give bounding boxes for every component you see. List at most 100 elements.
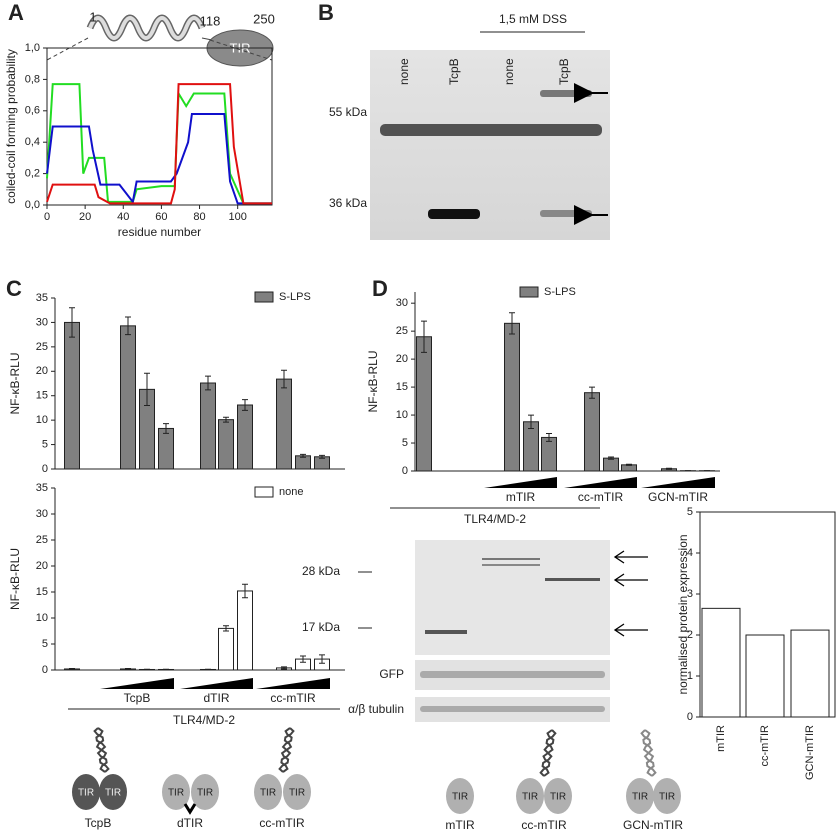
x-tick-label: GCN-mTIR bbox=[804, 725, 816, 780]
band bbox=[420, 706, 605, 712]
error-bar bbox=[300, 453, 306, 458]
marker-label: 55 kDa bbox=[329, 105, 367, 119]
bar bbox=[237, 590, 253, 671]
arrow bbox=[613, 623, 625, 637]
error-bar bbox=[300, 655, 306, 663]
tir-circle bbox=[516, 778, 544, 814]
x-tick-label: 40 bbox=[117, 211, 129, 223]
error-bar bbox=[281, 369, 287, 389]
y-tick-label: 25 bbox=[396, 325, 408, 337]
y-tick-label: 35 bbox=[36, 482, 48, 494]
y-tick-label: 0,2 bbox=[25, 168, 40, 180]
error-bar bbox=[319, 654, 325, 664]
bar bbox=[218, 419, 234, 470]
band bbox=[545, 578, 600, 581]
baseline-label: TLR4/MD-2 bbox=[464, 512, 526, 526]
y-tick-label: 10 bbox=[36, 414, 48, 426]
helix bbox=[88, 16, 204, 40]
x-tick-label: cc-mTIR bbox=[759, 725, 771, 767]
line-series bbox=[46, 83, 272, 205]
band bbox=[428, 209, 480, 219]
error-bar bbox=[144, 668, 150, 671]
residue-label: 1 bbox=[89, 9, 96, 24]
panel-label: A bbox=[8, 0, 24, 25]
error-bar bbox=[608, 456, 614, 460]
y-axis-label: normalised protein expression bbox=[676, 534, 690, 694]
zoom-line bbox=[209, 39, 273, 61]
zoom-line bbox=[46, 37, 89, 61]
y-tick-label: 0 bbox=[42, 664, 48, 676]
y-tick-label: 1 bbox=[687, 670, 693, 682]
residue-label: 118 bbox=[200, 13, 221, 28]
domain-label: TIR bbox=[197, 788, 213, 799]
tir-circle bbox=[544, 778, 572, 814]
y-tick-label: 20 bbox=[36, 365, 48, 377]
x-tick-label: mTIR bbox=[715, 725, 727, 752]
dose-triangle bbox=[564, 477, 637, 488]
bar bbox=[504, 322, 520, 472]
y-tick-label: 0,6 bbox=[25, 105, 40, 117]
coil bbox=[278, 727, 295, 773]
strip-label: GFP bbox=[379, 667, 404, 681]
error-bar bbox=[546, 433, 552, 442]
diagram-label: cc-mTIR bbox=[521, 818, 567, 832]
error-bar bbox=[125, 667, 131, 670]
y-tick-label: 0 bbox=[687, 711, 693, 723]
x-tick-label: 20 bbox=[79, 211, 91, 223]
diagram-label: GCN-mTIR bbox=[623, 818, 683, 832]
bar bbox=[200, 382, 216, 470]
tir-circle bbox=[99, 774, 127, 810]
coil bbox=[642, 729, 655, 777]
domain-label: TIR bbox=[550, 792, 566, 803]
y-tick-label: 5 bbox=[402, 437, 408, 449]
error-bar bbox=[242, 399, 248, 411]
tir-circle bbox=[191, 774, 219, 810]
band bbox=[482, 564, 540, 566]
dose-triangle bbox=[180, 678, 253, 689]
y-tick-label: 10 bbox=[36, 612, 48, 624]
error-bar bbox=[144, 372, 150, 406]
error-bar bbox=[666, 467, 672, 470]
tir-circle bbox=[283, 774, 311, 810]
y-axis-label: coiled-coil forming probability bbox=[4, 49, 18, 204]
arrow bbox=[613, 550, 625, 564]
error-bar bbox=[421, 320, 427, 353]
error-bar bbox=[509, 312, 515, 335]
bar bbox=[295, 455, 311, 470]
legend-swatch bbox=[254, 486, 274, 498]
error-bar bbox=[528, 414, 534, 429]
domain-label: TIR bbox=[659, 792, 675, 803]
x-tick-label: 80 bbox=[193, 211, 205, 223]
y-tick-label: 10 bbox=[396, 409, 408, 421]
y-tick-label: 2 bbox=[687, 629, 693, 641]
tir-circle bbox=[162, 774, 190, 810]
linker bbox=[183, 803, 197, 815]
y-tick-label: 30 bbox=[36, 316, 48, 328]
x-tick-label: 60 bbox=[155, 211, 167, 223]
marker-label: 36 kDa bbox=[329, 196, 367, 210]
legend-label: S-LPS bbox=[544, 286, 576, 298]
y-tick-label: 0 bbox=[42, 463, 48, 475]
band bbox=[380, 124, 602, 136]
band bbox=[540, 90, 592, 97]
legend-swatch bbox=[519, 286, 539, 298]
tir-circle bbox=[653, 778, 681, 814]
group-label: cc-mTIR bbox=[578, 490, 624, 504]
error-bar bbox=[205, 668, 211, 671]
y-tick-label: 0,8 bbox=[25, 73, 40, 85]
y-tick-label: 15 bbox=[396, 381, 408, 393]
diagram-label: dTIR bbox=[177, 816, 203, 830]
lane-label: none bbox=[397, 58, 411, 85]
y-tick-label: 4 bbox=[687, 547, 693, 559]
x-axis-label: residue number bbox=[118, 225, 201, 239]
y-tick-label: 5 bbox=[42, 438, 48, 450]
error-bar bbox=[626, 463, 632, 466]
arrow bbox=[613, 573, 625, 587]
residue-label: 250 bbox=[253, 11, 275, 26]
x-tick-label: 0 bbox=[44, 211, 50, 223]
diagram-label: mTIR bbox=[445, 818, 475, 832]
bar bbox=[790, 629, 830, 718]
blot bbox=[370, 50, 610, 240]
